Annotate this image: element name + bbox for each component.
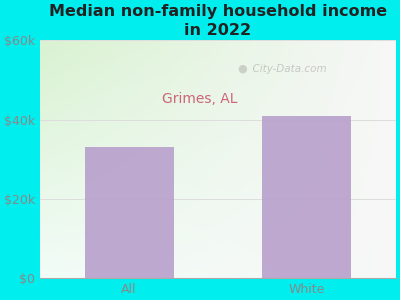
Text: Grimes, AL: Grimes, AL (162, 92, 238, 106)
Bar (262, 116, 351, 278)
Bar (85, 147, 174, 278)
Text: ●: ● (238, 64, 247, 74)
Text: City-Data.com: City-Data.com (246, 64, 327, 74)
Title: Median non-family household income
in 2022: Median non-family household income in 20… (49, 4, 387, 38)
